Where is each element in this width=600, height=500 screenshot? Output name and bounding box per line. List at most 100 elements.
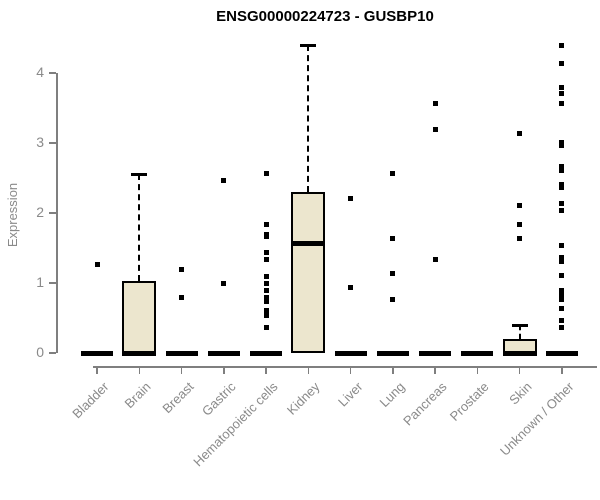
outlier-point xyxy=(263,281,269,287)
median-line xyxy=(545,351,578,356)
x-tick xyxy=(307,366,310,374)
x-tick xyxy=(265,366,267,374)
outlier-point xyxy=(179,267,185,273)
outlier-point xyxy=(559,184,565,190)
median-line xyxy=(122,351,157,356)
outlier-point xyxy=(348,195,354,201)
outlier-point xyxy=(517,202,523,208)
outlier-point xyxy=(263,234,269,240)
outlier-point xyxy=(263,307,269,313)
y-tick-label: 2 xyxy=(36,204,44,220)
outlier-point xyxy=(263,312,269,318)
outlier-point xyxy=(263,170,269,176)
outlier-point xyxy=(432,257,438,263)
chart-title: ENSG00000224723 - GUSBP10 xyxy=(216,8,434,25)
median-line xyxy=(461,351,494,356)
whisker-cap xyxy=(131,172,148,176)
outlier-point xyxy=(517,235,523,241)
outlier-point xyxy=(559,292,565,298)
outlier-point xyxy=(263,221,269,227)
outlier-point xyxy=(221,281,227,287)
y-tick-label: 4 xyxy=(36,64,44,80)
outlier-point xyxy=(432,100,438,106)
x-tick xyxy=(180,366,183,374)
outlier-point xyxy=(348,285,354,291)
x-axis-line xyxy=(93,366,597,368)
outlier-point xyxy=(559,258,565,264)
y-tick-label: 3 xyxy=(36,134,44,150)
x-tick xyxy=(434,366,436,374)
outlier-point xyxy=(263,250,269,256)
whisker-cap xyxy=(511,324,528,327)
outlier-point xyxy=(559,317,565,323)
outlier-point xyxy=(263,274,269,280)
outlier-point xyxy=(517,130,523,136)
outlier-point xyxy=(390,170,396,176)
outlier-point xyxy=(559,85,565,91)
outlier-point xyxy=(559,324,565,330)
outlier-point xyxy=(559,43,565,49)
outlier-point xyxy=(263,256,269,262)
x-tick xyxy=(476,366,479,374)
y-tick xyxy=(49,282,56,284)
outlier-point xyxy=(221,177,227,183)
y-tick xyxy=(49,212,56,214)
y-tick xyxy=(49,352,56,354)
box xyxy=(122,280,157,353)
outlier-point xyxy=(559,90,565,96)
outlier-point xyxy=(263,324,269,330)
outlier-point xyxy=(263,299,269,305)
median-line xyxy=(334,351,367,356)
outlier-point xyxy=(517,221,523,227)
outlier-point xyxy=(559,207,565,213)
whisker xyxy=(307,45,310,192)
outlier-point xyxy=(559,100,565,106)
outlier-point xyxy=(559,200,565,206)
x-tick xyxy=(96,366,98,374)
whisker xyxy=(518,325,521,339)
outlier-point xyxy=(559,164,565,170)
outlier-point xyxy=(390,271,396,277)
outlier-point xyxy=(559,272,565,278)
outlier-point xyxy=(559,254,565,260)
outlier-point xyxy=(559,139,565,145)
whisker-cap xyxy=(300,44,317,47)
median-line xyxy=(291,241,326,247)
median-line xyxy=(165,351,198,356)
x-tick xyxy=(138,366,141,374)
outlier-point xyxy=(390,297,396,303)
outlier-point xyxy=(263,294,269,300)
outlier-point xyxy=(559,305,565,311)
median-line xyxy=(207,351,240,356)
outlier-point xyxy=(559,61,565,67)
outlier-point xyxy=(263,231,269,237)
y-axis-line xyxy=(56,73,58,353)
x-tick xyxy=(392,366,394,374)
x-tick xyxy=(349,366,352,374)
outlier-point xyxy=(559,181,565,187)
y-tick xyxy=(49,72,56,74)
outlier-point xyxy=(263,287,269,293)
outlier-point xyxy=(432,126,438,132)
median-line xyxy=(250,351,283,356)
outlier-point xyxy=(179,295,185,301)
y-tick xyxy=(49,142,56,144)
outlier-point xyxy=(559,167,565,173)
median-line xyxy=(502,351,537,356)
y-tick-label: 0 xyxy=(36,344,44,360)
median-line xyxy=(419,351,452,356)
x-tick xyxy=(223,366,225,374)
median-line xyxy=(81,351,113,356)
outlier-point xyxy=(390,235,396,241)
outlier-point xyxy=(94,261,100,267)
box xyxy=(291,192,326,353)
category-label: Unknown / Other xyxy=(496,379,577,459)
outlier-point xyxy=(559,243,565,249)
median-line xyxy=(376,351,409,356)
x-tick xyxy=(561,366,563,374)
outlier-point xyxy=(559,143,565,149)
x-tick xyxy=(518,366,521,374)
whisker xyxy=(138,173,141,281)
y-tick-label: 1 xyxy=(36,274,44,290)
